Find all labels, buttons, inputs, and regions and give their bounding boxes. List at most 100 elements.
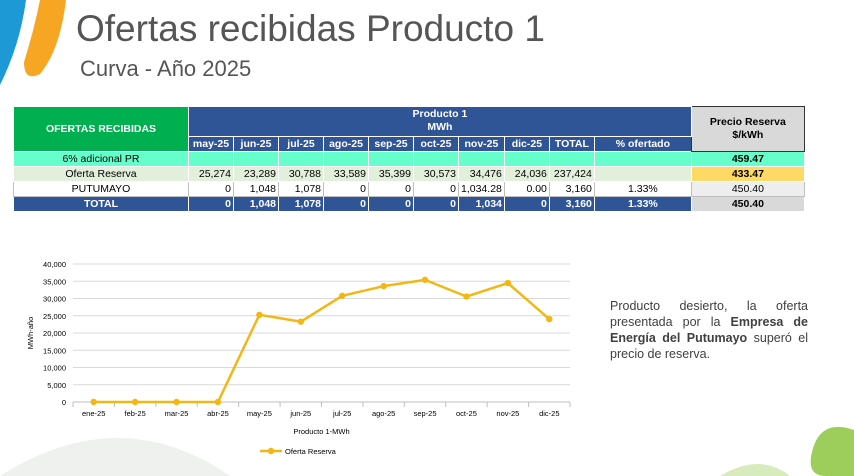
row-label: TOTAL xyxy=(13,196,189,212)
data-point xyxy=(131,398,139,406)
table-cell: 1,034 xyxy=(458,196,505,212)
x-tick-label: may-25 xyxy=(247,409,272,418)
table-cell xyxy=(593,151,692,167)
row-label: 6% adicional PR xyxy=(13,151,189,167)
table-cell xyxy=(233,151,279,167)
note-part2: superó el precio de reserva. xyxy=(610,331,808,361)
note-part1: Producto desierto, la oferta presentada … xyxy=(610,299,808,329)
col-header: oct-25 xyxy=(413,135,459,153)
data-point xyxy=(90,398,97,406)
col-header: jul-25 xyxy=(278,135,324,153)
table-cell: 30,573 xyxy=(413,166,459,182)
table-row: Oferta Reserva 25,274 23,289 30,788 33,5… xyxy=(13,166,805,182)
table-cell: 3,160 xyxy=(548,181,595,197)
table-cell: 24,036 xyxy=(503,166,550,182)
col-header: may-25 xyxy=(188,135,234,153)
y-tick-label: 40,000 xyxy=(43,260,66,269)
table-cell: 0 xyxy=(368,196,414,212)
table-cell xyxy=(368,151,414,167)
table-cell xyxy=(323,151,369,167)
x-tick-label: ene-25 xyxy=(82,409,105,418)
table-cell: 0 xyxy=(188,196,234,212)
col-header: TOTAL xyxy=(548,135,595,153)
data-point xyxy=(546,315,553,323)
data-point xyxy=(256,311,263,319)
table-cell: 30,788 xyxy=(278,166,324,182)
table-cell: 3,160 xyxy=(548,196,595,212)
col-header: jun-25 xyxy=(233,135,279,153)
product-header: Producto 1 MWh xyxy=(188,106,692,137)
x-tick-label: mar-25 xyxy=(165,409,189,418)
page-subtitle: Curva - Año 2025 xyxy=(80,56,252,81)
price-header-line2: $/kWh xyxy=(732,129,764,141)
y-tick-label: 10,000 xyxy=(43,364,66,373)
green-leaf-shape xyxy=(810,426,854,476)
table-cell xyxy=(188,151,234,167)
x-tick-label: ago-25 xyxy=(372,409,395,418)
data-point xyxy=(339,292,346,299)
col-header: dic-25 xyxy=(503,135,550,153)
ofertas-table: OFERTAS RECIBIDAS Producto 1 MWh Precio … xyxy=(13,106,805,212)
table-cell: 1,078 xyxy=(278,181,324,197)
table-cell: 0 xyxy=(323,196,369,212)
col-header: % ofertado xyxy=(593,135,692,153)
table-cell: 0 xyxy=(413,181,459,197)
table-cell: 0 xyxy=(413,196,459,212)
y-tick-label: 30,000 xyxy=(43,295,66,304)
price-cell: 450.40 xyxy=(690,196,805,212)
page-title: Ofertas recibidas Producto 1 xyxy=(76,8,545,49)
y-tick-label: 15,000 xyxy=(43,346,66,355)
table-cell: 1,078 xyxy=(278,196,324,212)
table-cell: 1,048 xyxy=(233,196,279,212)
x-tick-label: feb-25 xyxy=(124,409,145,418)
oferta-line-chart: 0 5,000 10,000 15,000 20,000 25,000 30,000 35,0… xyxy=(26,260,571,456)
table-cell: 237,424 xyxy=(548,166,595,182)
table-cell xyxy=(503,151,550,167)
table-cell: 0 xyxy=(323,181,369,197)
price-header: Precio Reserva $/kWh xyxy=(690,106,805,152)
x-tick-label: oct-25 xyxy=(456,409,477,418)
table-cell: 0 xyxy=(188,181,234,197)
x-tick-label: jul-25 xyxy=(332,409,351,418)
corner-header: OFERTAS RECIBIDAS xyxy=(13,106,189,152)
table-cell: 1.33% xyxy=(593,196,692,212)
table-cell: 0 xyxy=(368,181,414,197)
data-point xyxy=(173,398,180,406)
data-point xyxy=(421,276,429,284)
unit-label: MWh xyxy=(427,121,453,134)
green-leaf-shape-2 xyxy=(720,464,790,476)
table-row: TOTAL 0 1,048 1,078 0 0 0 1,034 0 3,160 … xyxy=(13,196,805,212)
table-cell xyxy=(458,151,505,167)
data-point xyxy=(380,282,387,290)
x-tick-label: sep-25 xyxy=(414,409,437,418)
y-tick-label: 25,000 xyxy=(43,312,66,321)
table-cell: 35,399 xyxy=(368,166,414,182)
table-cell: 25,274 xyxy=(188,166,234,182)
col-header: nov-25 xyxy=(458,135,505,153)
legend-label: Oferta Reserva xyxy=(285,447,337,456)
table-row: PUTUMAYO 0 1,048 1,078 0 0 0 1,034.28 0.… xyxy=(13,181,805,197)
product-label: Producto 1 xyxy=(412,108,468,121)
y-tick-label: 20,000 xyxy=(43,329,66,338)
table-row: 6% adicional PR 459.47 xyxy=(13,151,805,167)
col-header: ago-25 xyxy=(323,135,369,153)
col-header: sep-25 xyxy=(368,135,414,153)
data-point xyxy=(504,279,512,287)
table-cell: 1,034.28 xyxy=(458,181,505,197)
y-tick-label: 5,000 xyxy=(47,381,66,390)
x-axis-title: Producto 1-MWh xyxy=(293,427,349,436)
table-cell: 0 xyxy=(503,196,550,212)
table-cell: 33,589 xyxy=(323,166,369,182)
y-tick-label: 35,000 xyxy=(43,277,66,286)
row-label: PUTUMAYO xyxy=(13,181,189,197)
x-tick-label: dic-25 xyxy=(539,409,559,418)
price-cell: 450.40 xyxy=(690,181,805,197)
table-cell xyxy=(593,166,692,182)
table-cell: 1.33% xyxy=(593,181,692,197)
data-point xyxy=(214,398,222,406)
price-cell: 433.47 xyxy=(690,166,805,182)
note-bold: Empresa de Energía del Putumayo xyxy=(610,315,809,345)
orange-swoosh-shape xyxy=(24,0,66,77)
x-tick-label: jun-25 xyxy=(289,409,311,418)
x-tick-label: nov-25 xyxy=(496,409,519,418)
